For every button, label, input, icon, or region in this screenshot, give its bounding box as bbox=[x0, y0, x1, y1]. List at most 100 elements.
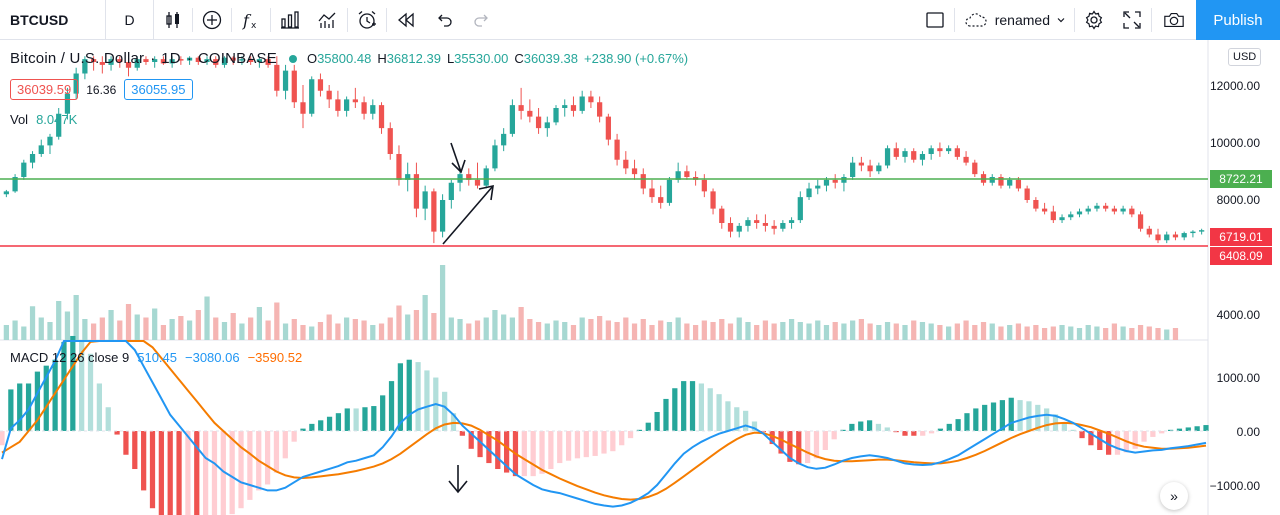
candle bbox=[719, 205, 725, 229]
replay-button[interactable] bbox=[387, 0, 425, 40]
histogram-bar bbox=[875, 423, 882, 431]
histogram-bar bbox=[114, 431, 120, 435]
sell-button[interactable]: 36039.59 bbox=[10, 79, 79, 100]
layout-name-button[interactable]: renamed bbox=[955, 0, 1074, 40]
histogram-bar bbox=[698, 383, 704, 431]
histogram-bar bbox=[0, 431, 5, 446]
macd-arrow-annotation[interactable] bbox=[448, 465, 468, 494]
volume-bar bbox=[754, 325, 760, 340]
histogram-bar bbox=[831, 431, 837, 440]
volume-bar bbox=[902, 325, 908, 340]
volume-bar bbox=[282, 323, 289, 340]
volume-bar bbox=[1137, 325, 1144, 340]
macd-tick: −1000.00 bbox=[1209, 479, 1260, 493]
volume-bar bbox=[946, 326, 952, 340]
volume-bar bbox=[937, 325, 943, 340]
histogram-bar bbox=[344, 408, 350, 431]
histogram-bar bbox=[141, 431, 147, 491]
volume-bar bbox=[248, 317, 254, 340]
volume-bar bbox=[56, 301, 62, 340]
volume-bar bbox=[605, 320, 611, 340]
volume-bar bbox=[344, 317, 350, 340]
volume-bar bbox=[1094, 326, 1100, 340]
symbol-legend[interactable]: Bitcoin / U.S. Dollar · 1D · COINBASE O3… bbox=[10, 50, 688, 67]
interval-button[interactable]: D bbox=[106, 0, 154, 40]
volume-bar bbox=[527, 319, 533, 340]
symbol-search-button[interactable]: BTCUSD bbox=[0, 0, 106, 40]
candle bbox=[47, 133, 53, 154]
macd-histogram bbox=[0, 335, 1209, 515]
chart-templates-button[interactable] bbox=[309, 0, 347, 40]
up-arrow-annotation[interactable] bbox=[442, 184, 494, 245]
macd-title: MACD 12 26 close 9 bbox=[10, 350, 130, 365]
volume-bar bbox=[326, 314, 332, 340]
scroll-to-realtime-button[interactable]: » bbox=[1160, 482, 1188, 510]
volume-legend[interactable]: Vol 8.047K bbox=[10, 112, 77, 127]
currency-badge[interactable]: USD bbox=[1228, 48, 1262, 66]
templates-button[interactable] bbox=[271, 0, 309, 40]
volume-bar bbox=[422, 295, 428, 340]
histogram-bar bbox=[999, 400, 1005, 431]
candle bbox=[605, 113, 611, 146]
volume-bar bbox=[396, 305, 402, 340]
histogram-bar bbox=[309, 423, 315, 431]
volume-bar bbox=[317, 322, 324, 340]
fullscreen-select-icon bbox=[926, 12, 944, 28]
histogram-bar bbox=[17, 383, 23, 431]
candle bbox=[178, 56, 184, 65]
alert-button[interactable] bbox=[348, 0, 386, 40]
chevron-down-icon bbox=[1057, 18, 1065, 23]
candle bbox=[684, 165, 690, 180]
volume-bar bbox=[911, 320, 917, 340]
volume-bar bbox=[579, 317, 585, 340]
histogram-bar bbox=[849, 423, 855, 431]
volume-bar bbox=[1015, 323, 1022, 340]
snapshot-button[interactable] bbox=[1152, 0, 1196, 40]
histogram-bar bbox=[1114, 431, 1121, 455]
templates-icon bbox=[281, 10, 299, 29]
buy-button[interactable]: 36055.95 bbox=[124, 79, 193, 100]
candle bbox=[431, 188, 437, 244]
settings-button[interactable] bbox=[1075, 0, 1113, 40]
macd-legend[interactable]: MACD 12 26 close 9 510.45 −3080.06 −3590… bbox=[10, 350, 302, 365]
publish-button[interactable]: Publish bbox=[1196, 0, 1280, 40]
volume-bar bbox=[823, 325, 830, 340]
histogram-bar bbox=[504, 431, 510, 473]
candle bbox=[274, 56, 280, 97]
down-arrow-annotation[interactable] bbox=[450, 142, 466, 174]
svg-text:x: x bbox=[251, 21, 257, 31]
chart-area[interactable] bbox=[0, 40, 1280, 515]
candle bbox=[309, 76, 315, 117]
undo-button[interactable] bbox=[425, 0, 463, 40]
volume-bar bbox=[466, 323, 472, 340]
select-layout-button[interactable] bbox=[916, 0, 954, 40]
volume-bar bbox=[405, 314, 411, 340]
histogram-bar bbox=[1070, 429, 1076, 431]
candle bbox=[483, 165, 489, 189]
volume-bar bbox=[1164, 329, 1170, 340]
chart-style-button[interactable] bbox=[154, 0, 192, 40]
low-label: L bbox=[446, 51, 455, 66]
compare-button[interactable] bbox=[193, 0, 231, 40]
volume-bar bbox=[1050, 326, 1056, 340]
support-level-tag[interactable]: 8722.21 bbox=[1210, 170, 1272, 188]
redo-button[interactable] bbox=[463, 0, 501, 40]
low-level-tag[interactable]: 6408.09 bbox=[1210, 247, 1272, 265]
candle bbox=[492, 139, 498, 172]
macd-signal-line bbox=[1, 340, 1207, 501]
candle bbox=[12, 174, 18, 193]
histogram-bar bbox=[787, 431, 793, 462]
candle bbox=[195, 56, 201, 65]
resistance-level-tag[interactable]: 6719.01 bbox=[1210, 228, 1272, 246]
volume-bar bbox=[963, 320, 969, 340]
volume-bar bbox=[919, 322, 926, 340]
volume-bar bbox=[239, 323, 245, 340]
toolbar-divider bbox=[1151, 8, 1152, 32]
histogram-bar bbox=[388, 381, 395, 431]
candle bbox=[701, 174, 707, 198]
volume-bar bbox=[256, 307, 262, 340]
fullscreen-button[interactable] bbox=[1113, 0, 1151, 40]
volume-bar bbox=[1111, 323, 1118, 340]
candle bbox=[710, 188, 716, 215]
